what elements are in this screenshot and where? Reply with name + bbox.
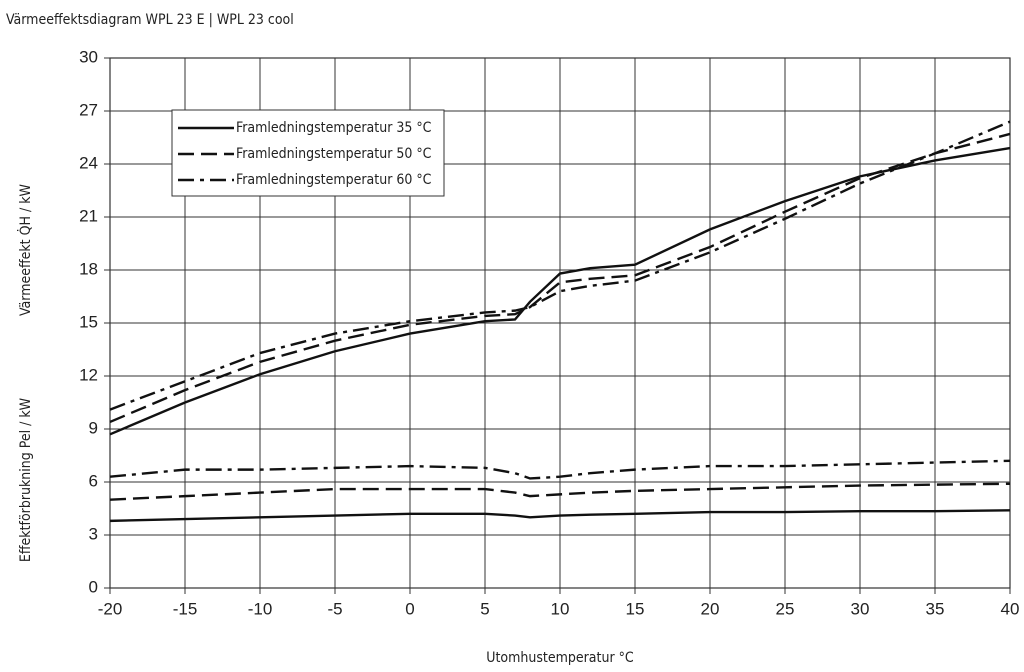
y-axis-label-upper: Värmeeffekt Q̇H / kW xyxy=(17,183,34,316)
y-tick-label: 21 xyxy=(79,206,98,225)
y-tick-label: 30 xyxy=(79,47,98,66)
x-tick-label: -10 xyxy=(248,599,273,618)
x-tick-label: -15 xyxy=(173,599,198,618)
legend-label: Framledningstemperatur 35 °C xyxy=(236,120,432,136)
x-tick-label: 5 xyxy=(480,599,489,618)
legend-box xyxy=(171,109,445,197)
x-axis-label: Utomhustemperatur °C xyxy=(486,650,634,666)
line xyxy=(109,146,1011,436)
y-tick-label: 24 xyxy=(79,153,98,172)
y-tick-label: 18 xyxy=(79,259,98,278)
x-tick-label: 15 xyxy=(626,599,645,618)
x-tick-label: 25 xyxy=(776,599,795,618)
x-tick-label: -20 xyxy=(98,599,123,618)
line xyxy=(109,482,1011,501)
x-tick-label: -5 xyxy=(327,599,342,618)
y-tick-label: 27 xyxy=(79,100,98,119)
x-tick-label: 40 xyxy=(1001,599,1020,618)
x-tick-label: 10 xyxy=(551,599,570,618)
y-tick-label: 6 xyxy=(89,471,98,490)
y-tick-label: 3 xyxy=(89,524,98,543)
line xyxy=(109,509,1011,523)
x-tick-label: 0 xyxy=(405,599,414,618)
chart-title: Värmeeffektsdiagram WPL 23 E | WPL 23 co… xyxy=(6,12,294,28)
plot-frame xyxy=(109,57,1011,589)
legend-label: Framledningstemperatur 60 °C xyxy=(236,172,432,188)
x-tick-label: 20 xyxy=(701,599,720,618)
line xyxy=(109,120,1011,411)
y-tick-label: 15 xyxy=(79,312,98,331)
y-tick-label: 9 xyxy=(89,418,98,437)
x-tick-label: 30 xyxy=(851,599,870,618)
y-tick-label: 0 xyxy=(89,577,98,596)
line xyxy=(109,459,1011,480)
y-axis-label-lower: Effektförbrukning Pel / kW xyxy=(18,397,34,562)
y-tick-label: 12 xyxy=(79,365,98,384)
legend-label: Framledningstemperatur 50 °C xyxy=(236,146,432,162)
x-tick-label: 35 xyxy=(926,599,945,618)
